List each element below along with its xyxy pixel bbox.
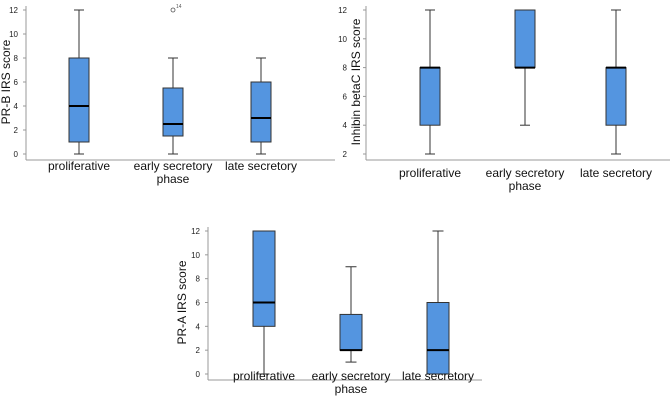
category-label-line: late secretory xyxy=(580,166,652,180)
box-3 xyxy=(426,230,450,375)
category-label-line: late secretory xyxy=(225,159,297,173)
y-tick-label: 2 xyxy=(343,150,348,159)
category-label: proliferative xyxy=(399,166,461,180)
y-tick-label: 0 xyxy=(14,150,19,159)
y-tick-label: 12 xyxy=(9,6,18,15)
y-axis-label: PR-B IRS score xyxy=(0,39,13,124)
box-2 xyxy=(339,266,363,363)
y-tick-label: 10 xyxy=(191,251,200,260)
box-2 xyxy=(514,9,536,126)
y-tick-label: 10 xyxy=(338,35,347,44)
y-tick-label: 6 xyxy=(343,92,348,101)
y-tick-label: 8 xyxy=(343,64,348,73)
category-label-line: proliferative xyxy=(48,159,110,173)
category-label: late secretory xyxy=(402,369,474,383)
y-tick-label: 2 xyxy=(196,346,201,355)
y-tick-label: 4 xyxy=(343,121,348,130)
outlier-label: 14 xyxy=(176,4,182,10)
category-label-line: early secretory xyxy=(486,166,565,180)
category-label: late secretory xyxy=(225,159,297,173)
category-label-line: phase xyxy=(157,172,190,186)
category-label-line: early secretory xyxy=(134,159,213,173)
box-2: 14 xyxy=(162,4,184,155)
category-label-line: proliferative xyxy=(233,369,295,383)
y-tick-label: 12 xyxy=(338,6,347,15)
box-3 xyxy=(250,57,272,155)
category-label-line: phase xyxy=(509,179,542,193)
y-tick-label: 4 xyxy=(196,322,201,331)
iqr-box xyxy=(252,230,276,327)
category-label: early secretory phase xyxy=(312,369,391,396)
category-label-line: proliferative xyxy=(399,166,461,180)
box-1 xyxy=(252,230,276,375)
category-label-line: late secretory xyxy=(402,369,474,383)
category-label-line: early secretory xyxy=(312,369,391,383)
iqr-box xyxy=(339,313,363,351)
y-axis-label: Inhibin betaC IRS score xyxy=(349,18,363,145)
iqr-box xyxy=(514,9,536,69)
iqr-box xyxy=(426,302,450,375)
category-label: early secretory phase xyxy=(486,166,565,193)
box-1 xyxy=(68,9,90,155)
y-tick-label: 0 xyxy=(196,370,201,379)
y-tick-label: 10 xyxy=(9,30,18,39)
category-label: proliferative xyxy=(233,369,295,383)
category-label: early secretory phase xyxy=(134,159,213,186)
boxplot-panel-1: 0 2 4 6 8 10 12 PR-B IRS score proliferative 14 ea… xyxy=(0,4,335,186)
iqr-box xyxy=(605,67,627,126)
y-tick-label: 12 xyxy=(191,227,200,236)
y-tick-label: 4 xyxy=(14,102,19,111)
iqr-box xyxy=(419,67,441,126)
y-tick-label: 6 xyxy=(14,78,19,87)
y-tick-label: 6 xyxy=(196,299,201,308)
box-1 xyxy=(419,9,441,155)
y-tick-label: 2 xyxy=(14,126,19,135)
box-3 xyxy=(605,9,627,155)
outlier-point xyxy=(170,7,176,13)
iqr-box xyxy=(162,87,184,137)
y-axis-label: PR-A IRS score xyxy=(175,260,189,344)
iqr-box xyxy=(250,81,272,143)
iqr-box xyxy=(68,57,90,143)
boxplot-panel-3: 0 2 4 6 8 10 12 PR-A IRS score proliferative earl… xyxy=(175,227,482,396)
category-label-line: phase xyxy=(335,382,368,396)
category-label: proliferative xyxy=(48,159,110,173)
y-tick-label: 8 xyxy=(196,275,201,284)
category-label: late secretory xyxy=(580,166,652,180)
y-tick-label: 8 xyxy=(14,54,19,63)
